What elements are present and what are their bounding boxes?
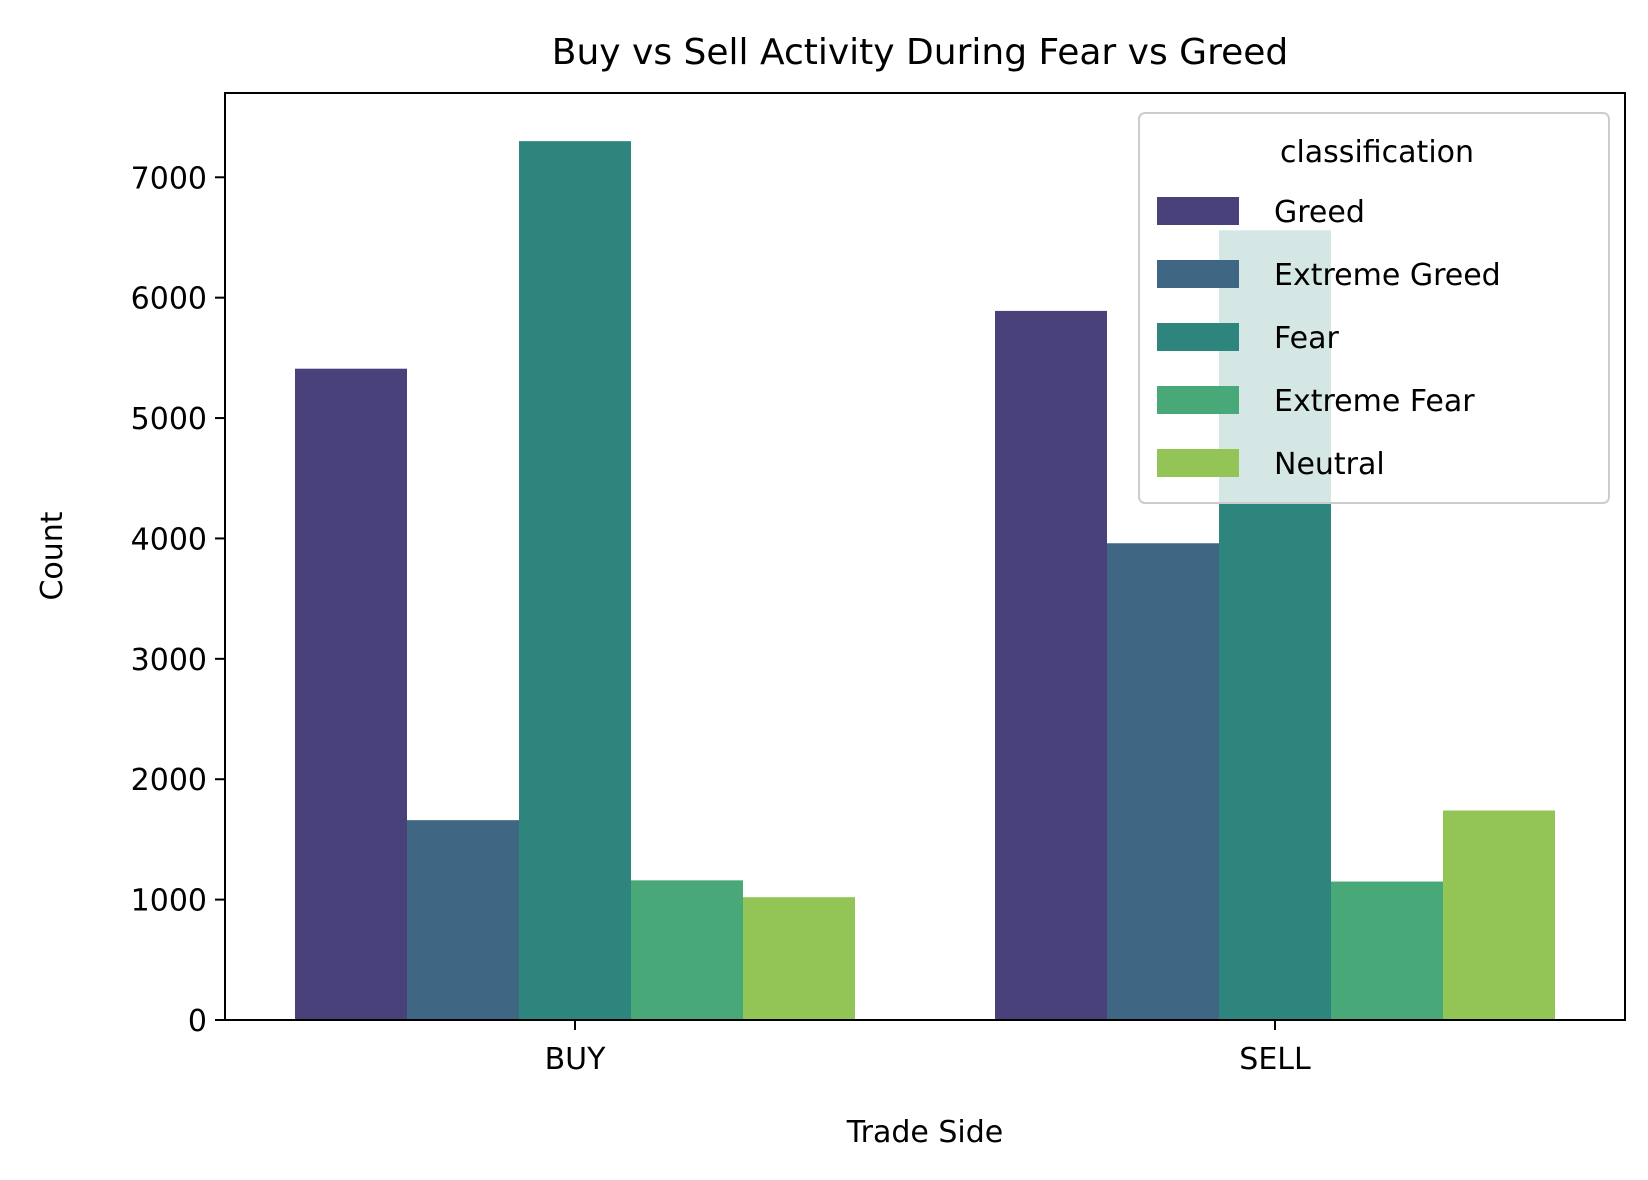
legend-swatch-fear: [1157, 323, 1239, 351]
y-tick-label: 5000: [131, 402, 207, 437]
legend: classification Greed Extreme Greed Fear Extr…: [1138, 112, 1610, 504]
y-axis-label: Count: [35, 511, 70, 600]
legend-swatch-extreme-greed: [1157, 260, 1239, 288]
legend-label-extreme-greed: Extreme Greed: [1274, 258, 1501, 293]
bar-buy-extreme-greed: [407, 820, 519, 1020]
legend-swatch-greed: [1157, 197, 1239, 225]
legend-label-neutral: Neutral: [1274, 447, 1385, 482]
bar-buy-fear: [519, 141, 631, 1021]
y-tick-label: 6000: [131, 282, 207, 317]
bar-buy-neutral: [743, 897, 855, 1020]
bar-sell-greed: [995, 310, 1107, 1021]
y-axis: 0 1000 2000 3000 4000 5000 6000 7000: [131, 161, 225, 1039]
legend-label-fear: Fear: [1274, 321, 1339, 356]
legend-box: [1138, 112, 1610, 504]
bars-layer: [295, 141, 1555, 1021]
x-axis-label: Trade Side: [846, 1115, 1004, 1150]
legend-label-greed: Greed: [1274, 195, 1365, 230]
y-tick-label: 2000: [131, 763, 207, 798]
chart-title: Buy vs Sell Activity During Fear vs Gree…: [552, 32, 1289, 73]
bar-buy-extreme-fear: [631, 880, 743, 1020]
x-tick-label: SELL: [1239, 1042, 1311, 1077]
y-tick-label: 0: [188, 1004, 207, 1039]
y-tick-label: 7000: [131, 161, 207, 196]
bar-sell-neutral: [1443, 810, 1555, 1020]
legend-swatch-neutral: [1157, 449, 1239, 477]
y-tick-label: 4000: [131, 522, 207, 557]
plot-frame: [224, 92, 1626, 1021]
x-tick-label: BUY: [545, 1042, 607, 1077]
legend-title: classification: [1280, 135, 1474, 170]
y-tick-label: 3000: [131, 643, 207, 678]
x-axis: BUY SELL: [545, 1020, 1311, 1077]
bar-sell-extreme-greed: [1107, 543, 1219, 1020]
y-tick-label: 1000: [131, 884, 207, 919]
bar-buy-greed: [295, 368, 407, 1020]
legend-label-extreme-fear: Extreme Fear: [1274, 384, 1475, 419]
legend-swatch-extreme-fear: [1157, 386, 1239, 414]
bar-sell-extreme-fear: [1331, 881, 1443, 1020]
